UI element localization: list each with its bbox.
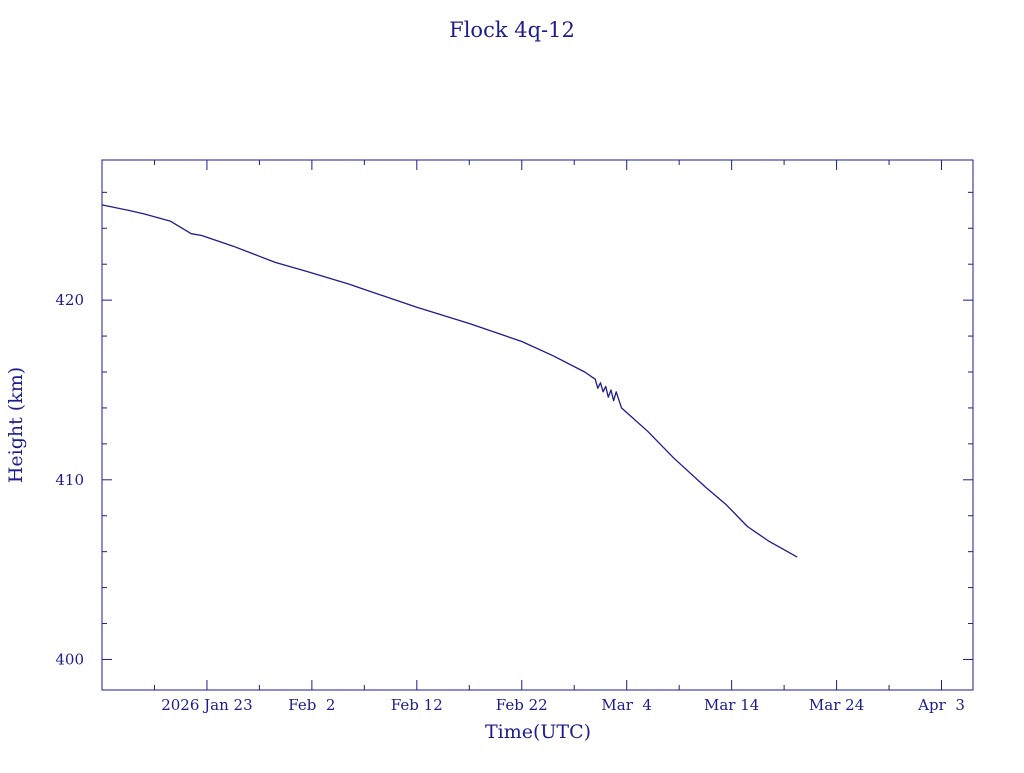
x-axis-label: Time(UTC) bbox=[485, 721, 591, 743]
chart-title: Flock 4q-12 bbox=[449, 18, 575, 42]
y-axis-label: Height (km) bbox=[5, 367, 27, 483]
y-tick-label: 400 bbox=[55, 650, 84, 668]
series-layer bbox=[101, 204, 798, 558]
y-tick-label: 420 bbox=[55, 291, 84, 309]
x-tick-label: Feb 12 bbox=[391, 696, 443, 714]
height-series-line bbox=[101, 204, 798, 558]
x-tick-label: Mar 4 bbox=[601, 696, 652, 714]
plot-frame bbox=[101, 159, 974, 691]
x-tick-label: 2026 Jan 23 bbox=[161, 696, 252, 714]
x-tick-label: Feb 2 bbox=[288, 696, 335, 714]
ticks-layer: 2026 Jan 23 Feb 2 Feb 12 Feb 22 Mar 4 Mar 14 M… bbox=[55, 160, 973, 714]
x-tick-label: Mar 14 bbox=[704, 696, 759, 714]
x-tick-label: Mar 24 bbox=[809, 696, 864, 714]
x-tick-label: Feb 22 bbox=[496, 696, 548, 714]
x-tick-label: Apr 3 bbox=[917, 696, 965, 714]
y-tick-label: 410 bbox=[55, 471, 84, 489]
